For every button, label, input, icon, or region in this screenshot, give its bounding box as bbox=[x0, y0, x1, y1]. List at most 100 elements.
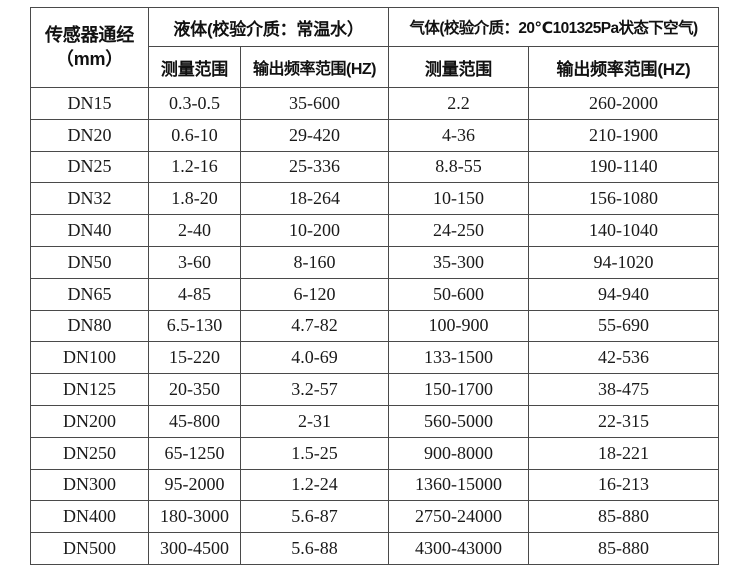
cell-gas-measure-range: 2.2 bbox=[388, 87, 530, 120]
cell-gas-output-frequency: 85-880 bbox=[528, 532, 720, 565]
cell-liquid-output-frequency: 3.2-57 bbox=[239, 373, 390, 406]
table-row: DN25 1.2-16 25-336 8.8-55 190-1140 bbox=[30, 150, 720, 184]
cell-liquid-measure-range: 0.3-0.5 bbox=[148, 87, 241, 120]
cell-gas-output-frequency: 18-221 bbox=[528, 436, 720, 470]
cell-liquid-output-frequency: 5.6-87 bbox=[239, 500, 390, 534]
cell-gas-measure-range: 150-1700 bbox=[388, 373, 530, 406]
cell-sensor-bore: DN25 bbox=[30, 150, 149, 184]
sensor-specification-table: 传感器通经 （mm） 液体(校验介质：常温水） 气体(校验介质：20℃10132… bbox=[30, 7, 720, 565]
cell-liquid-output-frequency: 29-420 bbox=[239, 118, 390, 152]
cell-gas-output-frequency: 94-940 bbox=[528, 277, 720, 311]
cell-gas-output-frequency: 156-1080 bbox=[528, 182, 720, 216]
cell-gas-measure-range: 35-300 bbox=[388, 245, 530, 279]
table-row: DN250 65-1250 1.5-25 900-8000 18-221 bbox=[30, 436, 720, 470]
cell-liquid-measure-range: 180-3000 bbox=[148, 500, 241, 534]
cell-gas-measure-range: 2750-24000 bbox=[388, 500, 530, 534]
cell-liquid-output-frequency: 18-264 bbox=[239, 182, 390, 216]
cell-sensor-bore: DN500 bbox=[30, 532, 149, 565]
cell-liquid-measure-range: 15-220 bbox=[148, 341, 241, 375]
cell-gas-measure-range: 24-250 bbox=[388, 214, 530, 247]
table-row: DN300 95-2000 1.2-24 1360-15000 16-213 bbox=[30, 468, 720, 502]
cell-gas-output-frequency: 85-880 bbox=[528, 500, 720, 534]
table-row: DN65 4-85 6-120 50-600 94-940 bbox=[30, 277, 720, 311]
cell-sensor-bore: DN200 bbox=[30, 404, 149, 438]
table-row: DN400 180-3000 5.6-87 2750-24000 85-880 bbox=[30, 500, 720, 534]
cell-sensor-bore: DN20 bbox=[30, 118, 149, 152]
cell-gas-output-frequency: 16-213 bbox=[528, 468, 720, 502]
cell-liquid-measure-range: 2-40 bbox=[148, 214, 241, 247]
cell-liquid-output-frequency: 1.2-24 bbox=[239, 468, 390, 502]
header-row-groups: 传感器通经 （mm） 液体(校验介质：常温水） 气体(校验介质：20℃10132… bbox=[30, 7, 720, 88]
cell-sensor-bore: DN32 bbox=[30, 182, 149, 216]
cell-sensor-bore: DN250 bbox=[30, 436, 149, 470]
cell-liquid-measure-range: 4-85 bbox=[148, 277, 241, 311]
cell-gas-measure-range: 900-8000 bbox=[388, 436, 530, 470]
cell-gas-measure-range: 8.8-55 bbox=[388, 150, 530, 184]
cell-sensor-bore: DN125 bbox=[30, 373, 149, 406]
header-row-subheaders: 测量范围 输出频率范围(HZ) 测量范围 输出频率范围(HZ) bbox=[31, 46, 720, 88]
table-row: DN200 45-800 2-31 560-5000 22-315 bbox=[30, 404, 720, 438]
cell-liquid-output-frequency: 4.7-82 bbox=[239, 309, 390, 343]
cell-gas-measure-range: 10-150 bbox=[388, 182, 530, 216]
cell-gas-output-frequency: 94-1020 bbox=[528, 245, 720, 279]
header-group-gas: 气体(校验介质：20℃101325Pa状态下空气) bbox=[388, 7, 720, 47]
cell-liquid-measure-range: 3-60 bbox=[148, 245, 241, 279]
header-gas-output-frequency: 输出频率范围(HZ) bbox=[528, 46, 720, 88]
table-row: DN40 2-40 10-200 24-250 140-1040 bbox=[30, 214, 720, 247]
header-group-liquid: 液体(校验介质：常温水） bbox=[147, 7, 390, 47]
cell-sensor-bore: DN80 bbox=[30, 309, 149, 343]
cell-sensor-bore: DN400 bbox=[30, 500, 149, 534]
cell-gas-measure-range: 133-1500 bbox=[388, 341, 530, 375]
cell-liquid-measure-range: 6.5-130 bbox=[148, 309, 241, 343]
header-sensor-bore: 传感器通经 （mm） bbox=[30, 7, 149, 88]
cell-liquid-measure-range: 300-4500 bbox=[148, 532, 241, 565]
cell-liquid-output-frequency: 4.0-69 bbox=[239, 341, 390, 375]
cell-gas-output-frequency: 38-475 bbox=[528, 373, 720, 406]
cell-sensor-bore: DN100 bbox=[30, 341, 149, 375]
cell-gas-measure-range: 560-5000 bbox=[388, 404, 530, 438]
header-gas-measure-range: 测量范围 bbox=[388, 46, 530, 88]
table-row: DN80 6.5-130 4.7-82 100-900 55-690 bbox=[30, 309, 720, 343]
cell-gas-output-frequency: 190-1140 bbox=[528, 150, 720, 184]
table-row: DN100 15-220 4.0-69 133-1500 42-536 bbox=[30, 341, 720, 375]
table-row: DN500 300-4500 5.6-88 4300-43000 85-880 bbox=[30, 532, 720, 565]
cell-liquid-measure-range: 1.2-16 bbox=[148, 150, 241, 184]
cell-liquid-output-frequency: 8-160 bbox=[239, 245, 390, 279]
cell-gas-measure-range: 4300-43000 bbox=[388, 532, 530, 565]
cell-sensor-bore: DN65 bbox=[30, 277, 149, 311]
cell-gas-measure-range: 50-600 bbox=[388, 277, 530, 311]
table-row: DN32 1.8-20 18-264 10-150 156-1080 bbox=[30, 182, 720, 216]
cell-liquid-output-frequency: 6-120 bbox=[239, 277, 390, 311]
table-row: DN15 0.3-0.5 35-600 2.2 260-2000 bbox=[30, 87, 720, 120]
cell-liquid-output-frequency: 25-336 bbox=[239, 150, 390, 184]
cell-gas-output-frequency: 140-1040 bbox=[528, 214, 720, 247]
cell-liquid-output-frequency: 35-600 bbox=[239, 87, 390, 120]
table-row: DN20 0.6-10 29-420 4-36 210-1900 bbox=[30, 118, 720, 152]
cell-gas-measure-range: 4-36 bbox=[388, 118, 530, 152]
cell-liquid-output-frequency: 5.6-88 bbox=[239, 532, 390, 565]
table-row: DN50 3-60 8-160 35-300 94-1020 bbox=[30, 245, 720, 279]
cell-liquid-measure-range: 95-2000 bbox=[148, 468, 241, 502]
header-liquid-output-frequency: 输出频率范围(HZ) bbox=[239, 46, 390, 88]
cell-gas-output-frequency: 42-536 bbox=[528, 341, 720, 375]
cell-liquid-measure-range: 1.8-20 bbox=[148, 182, 241, 216]
header-liquid-measure-range: 测量范围 bbox=[148, 46, 241, 88]
cell-gas-output-frequency: 22-315 bbox=[528, 404, 720, 438]
cell-liquid-measure-range: 20-350 bbox=[148, 373, 241, 406]
cell-gas-output-frequency: 210-1900 bbox=[528, 118, 720, 152]
cell-sensor-bore: DN15 bbox=[30, 87, 149, 120]
cell-liquid-output-frequency: 2-31 bbox=[239, 404, 390, 438]
cell-liquid-measure-range: 65-1250 bbox=[148, 436, 241, 470]
cell-gas-measure-range: 1360-15000 bbox=[388, 468, 530, 502]
table-header: 传感器通经 （mm） 液体(校验介质：常温水） 气体(校验介质：20℃10132… bbox=[30, 7, 720, 88]
cell-sensor-bore: DN40 bbox=[30, 214, 149, 247]
cell-liquid-output-frequency: 10-200 bbox=[239, 214, 390, 247]
cell-sensor-bore: DN300 bbox=[30, 468, 149, 502]
table-body: DN15 0.3-0.5 35-600 2.2 260-2000 DN20 0.6-10 29… bbox=[30, 87, 720, 565]
cell-sensor-bore: DN50 bbox=[30, 245, 149, 279]
table-row: DN125 20-350 3.2-57 150-1700 38-475 bbox=[30, 373, 720, 406]
cell-liquid-output-frequency: 1.5-25 bbox=[239, 436, 390, 470]
cell-liquid-measure-range: 0.6-10 bbox=[148, 118, 241, 152]
cell-gas-measure-range: 100-900 bbox=[388, 309, 530, 343]
